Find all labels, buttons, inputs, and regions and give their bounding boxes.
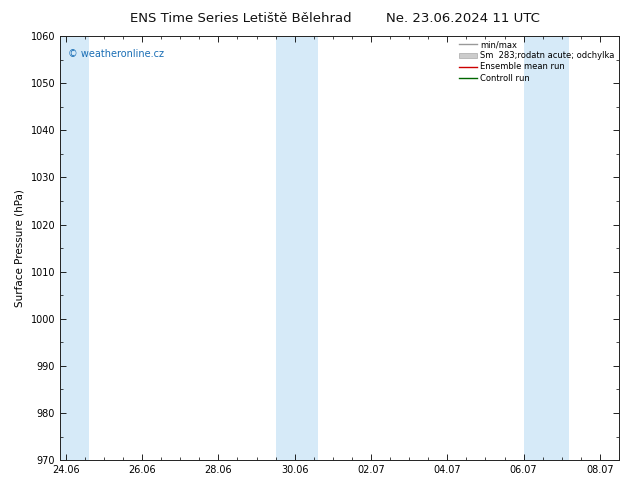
Bar: [276, 36, 318, 460]
Legend: min/max, Sm  283;rodatn acute; odchylka, Ensemble mean run, Controll run: min/max, Sm 283;rodatn acute; odchylka, …: [457, 39, 616, 84]
Bar: [60, 36, 89, 460]
Y-axis label: Surface Pressure (hPa): Surface Pressure (hPa): [15, 189, 25, 307]
Text: © weatheronline.cz: © weatheronline.cz: [68, 49, 164, 59]
Text: ENS Time Series Letiště Bělehrad: ENS Time Series Letiště Bělehrad: [130, 12, 352, 25]
Bar: [524, 36, 569, 460]
Text: Ne. 23.06.2024 11 UTC: Ne. 23.06.2024 11 UTC: [386, 12, 540, 25]
